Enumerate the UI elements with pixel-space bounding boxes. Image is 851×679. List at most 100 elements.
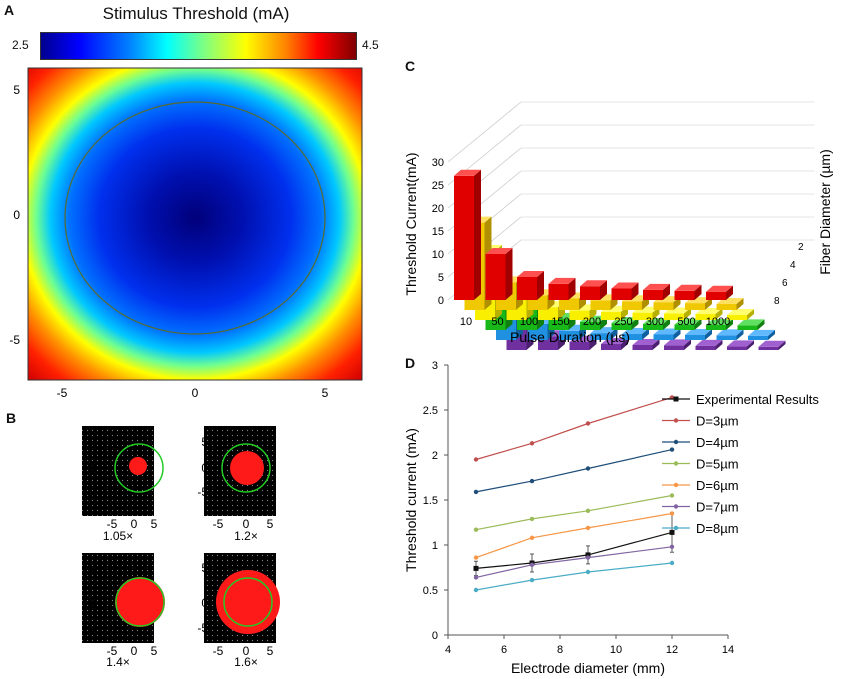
d-series-2 (473, 447, 675, 495)
c-xtick: 1000 (706, 316, 730, 328)
c-xtick: 150 (551, 316, 569, 328)
c-ytick: 5 (438, 272, 444, 284)
d-series-3 (473, 493, 675, 532)
d-line (475, 449, 673, 493)
b-xtick: 5 (267, 644, 274, 658)
c-bar-3um-50us (485, 248, 513, 300)
b-ytick: 0 (201, 596, 208, 610)
d-legend-marker (673, 504, 679, 509)
b-xtick: 5 (267, 517, 274, 531)
subplot-label-4: 1.6× (234, 655, 258, 669)
d-point (585, 421, 591, 426)
b-xtick: 5 (151, 517, 158, 531)
b-ytick: 0 (87, 596, 94, 610)
c-bar-3um-300us (643, 283, 670, 300)
d-line (475, 494, 673, 531)
b-ytick: 5 (201, 435, 208, 449)
panel-d-line-chart: 0 0.5 1 1.5 2 2.5 3 4 6 8 10 12 14 Electrode diameter… (403, 360, 819, 676)
b-xtick: 0 (131, 644, 138, 658)
ytick-neg5: -5 (9, 333, 20, 347)
b-ytick: 5 (87, 435, 94, 449)
d-ytick: 2 (432, 450, 438, 462)
c-xtick: 200 (583, 316, 601, 328)
activated-region (115, 577, 165, 627)
c-bar-3um-100us (517, 271, 544, 300)
c-bar-8um-500us (727, 340, 754, 350)
subplot-1-2x: 1.2× (204, 426, 276, 543)
d-point (585, 552, 591, 558)
d-ytick: 0.5 (423, 585, 438, 597)
b-xtick: -5 (213, 517, 224, 531)
b-ytick: -5 (83, 485, 94, 499)
c-bar-6um-500us (706, 318, 733, 330)
colorbar-min-label: 2.5 (12, 38, 29, 52)
c-ztick: 4 (790, 260, 796, 271)
d-legend-label: D=4µm (696, 435, 739, 450)
c-bar-3um-150us (548, 277, 576, 300)
d-point (585, 508, 591, 513)
d-legend-label: D=8µm (696, 521, 739, 536)
b-xtick: -5 (107, 517, 118, 531)
d-legend-marker (673, 439, 679, 445)
b-ytick: -5 (197, 485, 208, 499)
b-ytick: 0 (201, 461, 208, 475)
subplot-1-6x: 1.6× (204, 553, 280, 669)
xtick-5: 5 (322, 386, 329, 400)
d-point (669, 529, 675, 535)
panel-label-c: C (405, 58, 416, 74)
c-ytick: 0 (438, 295, 444, 307)
d-ytick: 3 (432, 360, 438, 372)
d-ytick: 2.5 (423, 405, 438, 417)
panel-a-title: Stimulus Threshold (mA) (102, 4, 290, 23)
d-point (529, 535, 535, 540)
ytick-5: 5 (13, 83, 20, 97)
panel-a-heatmap: 5 0 -5 -5 0 5 (9, 67, 363, 400)
d-point (473, 527, 479, 532)
d-legend: Experimental Results D=3µm D=4µm D=5µm D=6µm… (662, 392, 819, 536)
d-legend-label: D=7µm (696, 500, 739, 515)
d-series-6 (473, 560, 675, 593)
subplot-label-3: 1.4× (106, 655, 130, 669)
d-point (473, 575, 479, 580)
d-series-1 (473, 395, 675, 462)
d-legend-marker (673, 418, 679, 423)
c-ytick: 20 (432, 203, 444, 215)
b-xtick: 0 (243, 517, 250, 531)
d-point (669, 544, 675, 549)
c-ytick: 15 (432, 226, 444, 238)
d-xtick: 8 (557, 644, 563, 656)
d-line (475, 531, 673, 569)
d-legend-marker (673, 396, 679, 402)
c-bar-8um-250us (664, 339, 691, 350)
d-point (669, 560, 675, 566)
c-ytick: 30 (432, 157, 444, 169)
electrode-outline (64, 101, 326, 335)
c-xtick: 100 (520, 316, 538, 328)
electrode-circle (223, 577, 273, 627)
d-xtick: 4 (445, 644, 451, 656)
d-series-5 (473, 544, 675, 580)
d-point (529, 516, 535, 522)
electrode-circle (114, 443, 164, 493)
d-point (529, 441, 535, 446)
d-xtick: 10 (610, 644, 622, 656)
d-legend-label: D=6µm (696, 478, 739, 493)
b-xtick: 0 (243, 644, 250, 658)
d-series (473, 395, 675, 593)
d-ytick: 1.5 (423, 495, 438, 507)
c-bars (454, 169, 786, 350)
c-ytick: 10 (432, 249, 444, 261)
b-xtick: -5 (213, 644, 224, 658)
c-zlabel: Fiber Diameter (µm) (817, 149, 833, 275)
colorbar (40, 32, 357, 60)
subplot-label-1: 1.05× (103, 529, 133, 543)
c-ztick: 2 (798, 242, 804, 253)
d-point (585, 569, 591, 575)
c-ztick: 8 (774, 296, 780, 307)
d-legend-marker (673, 461, 679, 466)
c-ztick: 6 (782, 278, 788, 289)
c-bar-3um-250us (611, 282, 639, 300)
d-axes: 0 0.5 1 1.5 2 2.5 3 4 6 8 10 12 14 Electrode diameter… (403, 360, 734, 676)
panel-b-grid: 1.05× 1.2× 1.4× 1.6× 5 0 -5 5 0 -5 5 0 -… (82, 426, 280, 669)
c-bar-8um-200us (632, 338, 660, 350)
